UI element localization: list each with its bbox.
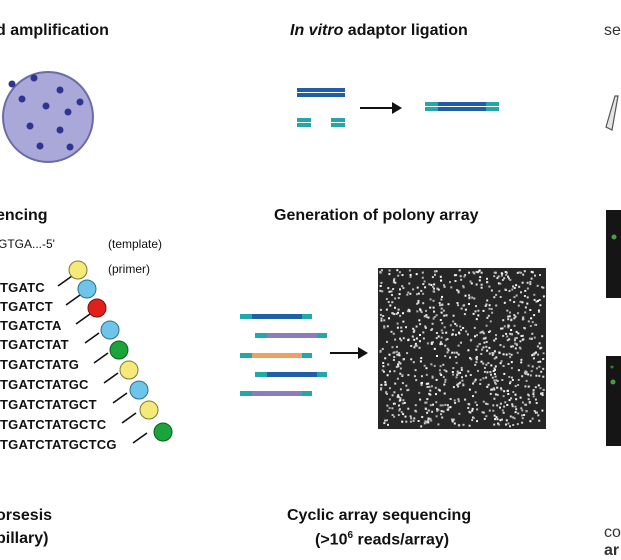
- cyclic-heading-line1: Cyclic array sequencing: [287, 507, 472, 524]
- right-edge-panels: [605, 95, 621, 446]
- sequence-fragment: TGATCTATGC: [0, 377, 89, 392]
- ddntp-probe-icon: [103, 360, 139, 384]
- cyclic-exponent: 6: [347, 530, 354, 541]
- flowcell-icon: [605, 95, 619, 131]
- ddntp-probe-icon: [84, 320, 120, 344]
- sequence-fragment: TGATC: [0, 280, 45, 295]
- electrophoresis-heading-line2: pillary): [0, 530, 49, 547]
- arrow-icon: [330, 347, 368, 359]
- ddntp-probe-icon: [75, 298, 107, 325]
- template-label: (template): [108, 237, 163, 251]
- sequence-fragment: TGATCTATG: [0, 357, 80, 372]
- polony-heading: Generation of polony array: [274, 207, 479, 224]
- electrophoresis-heading-line1: orsesis: [0, 507, 53, 524]
- sequence-fragment: TGATCTATGCT: [0, 397, 97, 412]
- sequence-fragment: TGATCT: [0, 299, 53, 314]
- fragment-library-icon: [240, 314, 327, 396]
- cyclic-post: reads/array): [353, 531, 450, 549]
- sequence-fragment: TGATCTA: [0, 318, 62, 333]
- polony-array-image: [378, 268, 546, 429]
- cyclic-pre: (>10: [315, 531, 348, 549]
- ddntp-probes: [57, 260, 173, 444]
- sequence-fragment: TGATCTATGCTC: [0, 417, 107, 432]
- fluorescence-image-top: [606, 210, 621, 298]
- right-top-heading: se: [604, 22, 621, 39]
- ligation-heading-rest: adaptor ligation: [343, 22, 468, 39]
- ddntp-probe-icon: [93, 340, 129, 364]
- ddntp-probe-icon: [112, 380, 149, 404]
- fluorescence-image-bottom: [606, 356, 621, 446]
- sequence-fragment: TGATCTATGCTCG: [0, 437, 117, 452]
- sequence-fragment: TGATCTAT: [0, 337, 69, 352]
- right-bottom-heading-1: co: [604, 524, 621, 541]
- amplification-heading: d amplification: [0, 22, 109, 39]
- ddntp-probe-icon: [57, 260, 88, 287]
- ligation-heading-italic: In vitro: [290, 22, 344, 39]
- ligation-heading: In vitro adaptor ligation: [290, 22, 468, 40]
- cyclic-heading-line2: (>106 reads/array): [315, 530, 449, 549]
- ddntp-probe-icon: [65, 279, 97, 306]
- template-strand: GTGA...-5': [0, 237, 55, 251]
- adaptor-ligation-icon: [297, 88, 499, 127]
- sequencing-heading: encing: [0, 207, 48, 224]
- culture-plate-icon: [2, 71, 94, 163]
- primer-label: (primer): [108, 262, 150, 276]
- ddntp-probe-icon: [121, 400, 159, 424]
- ddntp-probe-icon: [132, 422, 173, 444]
- right-bottom-heading-2: ar: [604, 542, 620, 559]
